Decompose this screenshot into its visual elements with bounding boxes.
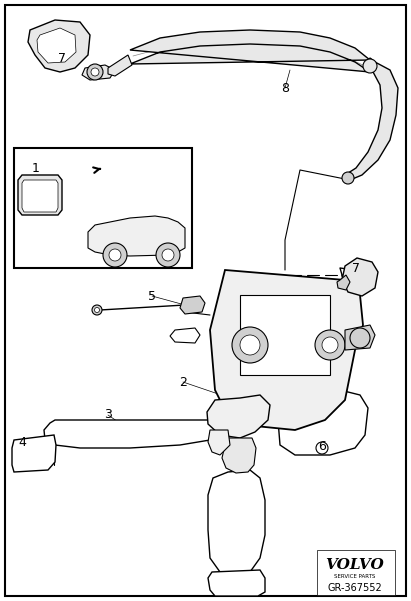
Polygon shape bbox=[12, 435, 56, 472]
Polygon shape bbox=[88, 216, 185, 256]
Polygon shape bbox=[37, 28, 76, 63]
Polygon shape bbox=[210, 270, 363, 430]
Text: 5: 5 bbox=[148, 290, 156, 302]
Polygon shape bbox=[337, 275, 350, 290]
Circle shape bbox=[240, 335, 260, 355]
Polygon shape bbox=[130, 30, 370, 72]
Polygon shape bbox=[82, 65, 115, 80]
Polygon shape bbox=[345, 325, 375, 350]
Bar bbox=[14, 148, 192, 268]
Polygon shape bbox=[208, 570, 265, 596]
Bar bbox=[317, 550, 395, 595]
Text: 1: 1 bbox=[32, 162, 40, 174]
Circle shape bbox=[342, 172, 354, 184]
Polygon shape bbox=[278, 390, 368, 455]
Circle shape bbox=[92, 305, 102, 315]
Circle shape bbox=[103, 243, 127, 267]
Circle shape bbox=[109, 249, 121, 261]
Polygon shape bbox=[222, 438, 256, 473]
Polygon shape bbox=[22, 180, 58, 212]
Text: GR-367552: GR-367552 bbox=[328, 583, 382, 593]
Polygon shape bbox=[44, 415, 215, 448]
Polygon shape bbox=[18, 175, 62, 215]
Text: 3: 3 bbox=[104, 409, 112, 421]
Text: 2: 2 bbox=[179, 376, 187, 388]
Text: 7: 7 bbox=[58, 52, 66, 64]
Circle shape bbox=[162, 249, 174, 261]
Circle shape bbox=[95, 308, 99, 313]
Polygon shape bbox=[345, 58, 398, 180]
Circle shape bbox=[91, 68, 99, 76]
Circle shape bbox=[315, 330, 345, 360]
Circle shape bbox=[350, 328, 370, 348]
Circle shape bbox=[156, 243, 180, 267]
Polygon shape bbox=[170, 328, 200, 343]
Text: 4: 4 bbox=[18, 436, 26, 450]
Circle shape bbox=[232, 327, 268, 363]
Circle shape bbox=[322, 337, 338, 353]
Circle shape bbox=[87, 64, 103, 80]
Text: 6: 6 bbox=[318, 439, 326, 453]
Text: SERVICE PARTS: SERVICE PARTS bbox=[334, 575, 376, 579]
Polygon shape bbox=[180, 296, 205, 314]
Text: 7: 7 bbox=[352, 261, 360, 275]
Polygon shape bbox=[208, 430, 230, 455]
Text: VOLVO: VOLVO bbox=[326, 558, 384, 572]
Circle shape bbox=[316, 442, 328, 454]
Text: 8: 8 bbox=[281, 82, 289, 94]
Polygon shape bbox=[207, 395, 270, 438]
Polygon shape bbox=[208, 470, 265, 576]
Circle shape bbox=[363, 59, 377, 73]
Bar bbox=[240, 295, 330, 375]
Polygon shape bbox=[342, 258, 378, 296]
Polygon shape bbox=[28, 20, 90, 72]
Polygon shape bbox=[108, 55, 132, 76]
